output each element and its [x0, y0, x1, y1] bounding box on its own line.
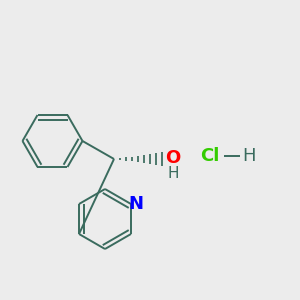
Text: H: H	[242, 147, 256, 165]
Text: H: H	[167, 166, 178, 181]
Text: O: O	[165, 149, 180, 167]
Text: N: N	[128, 195, 143, 213]
Text: Cl: Cl	[200, 147, 220, 165]
